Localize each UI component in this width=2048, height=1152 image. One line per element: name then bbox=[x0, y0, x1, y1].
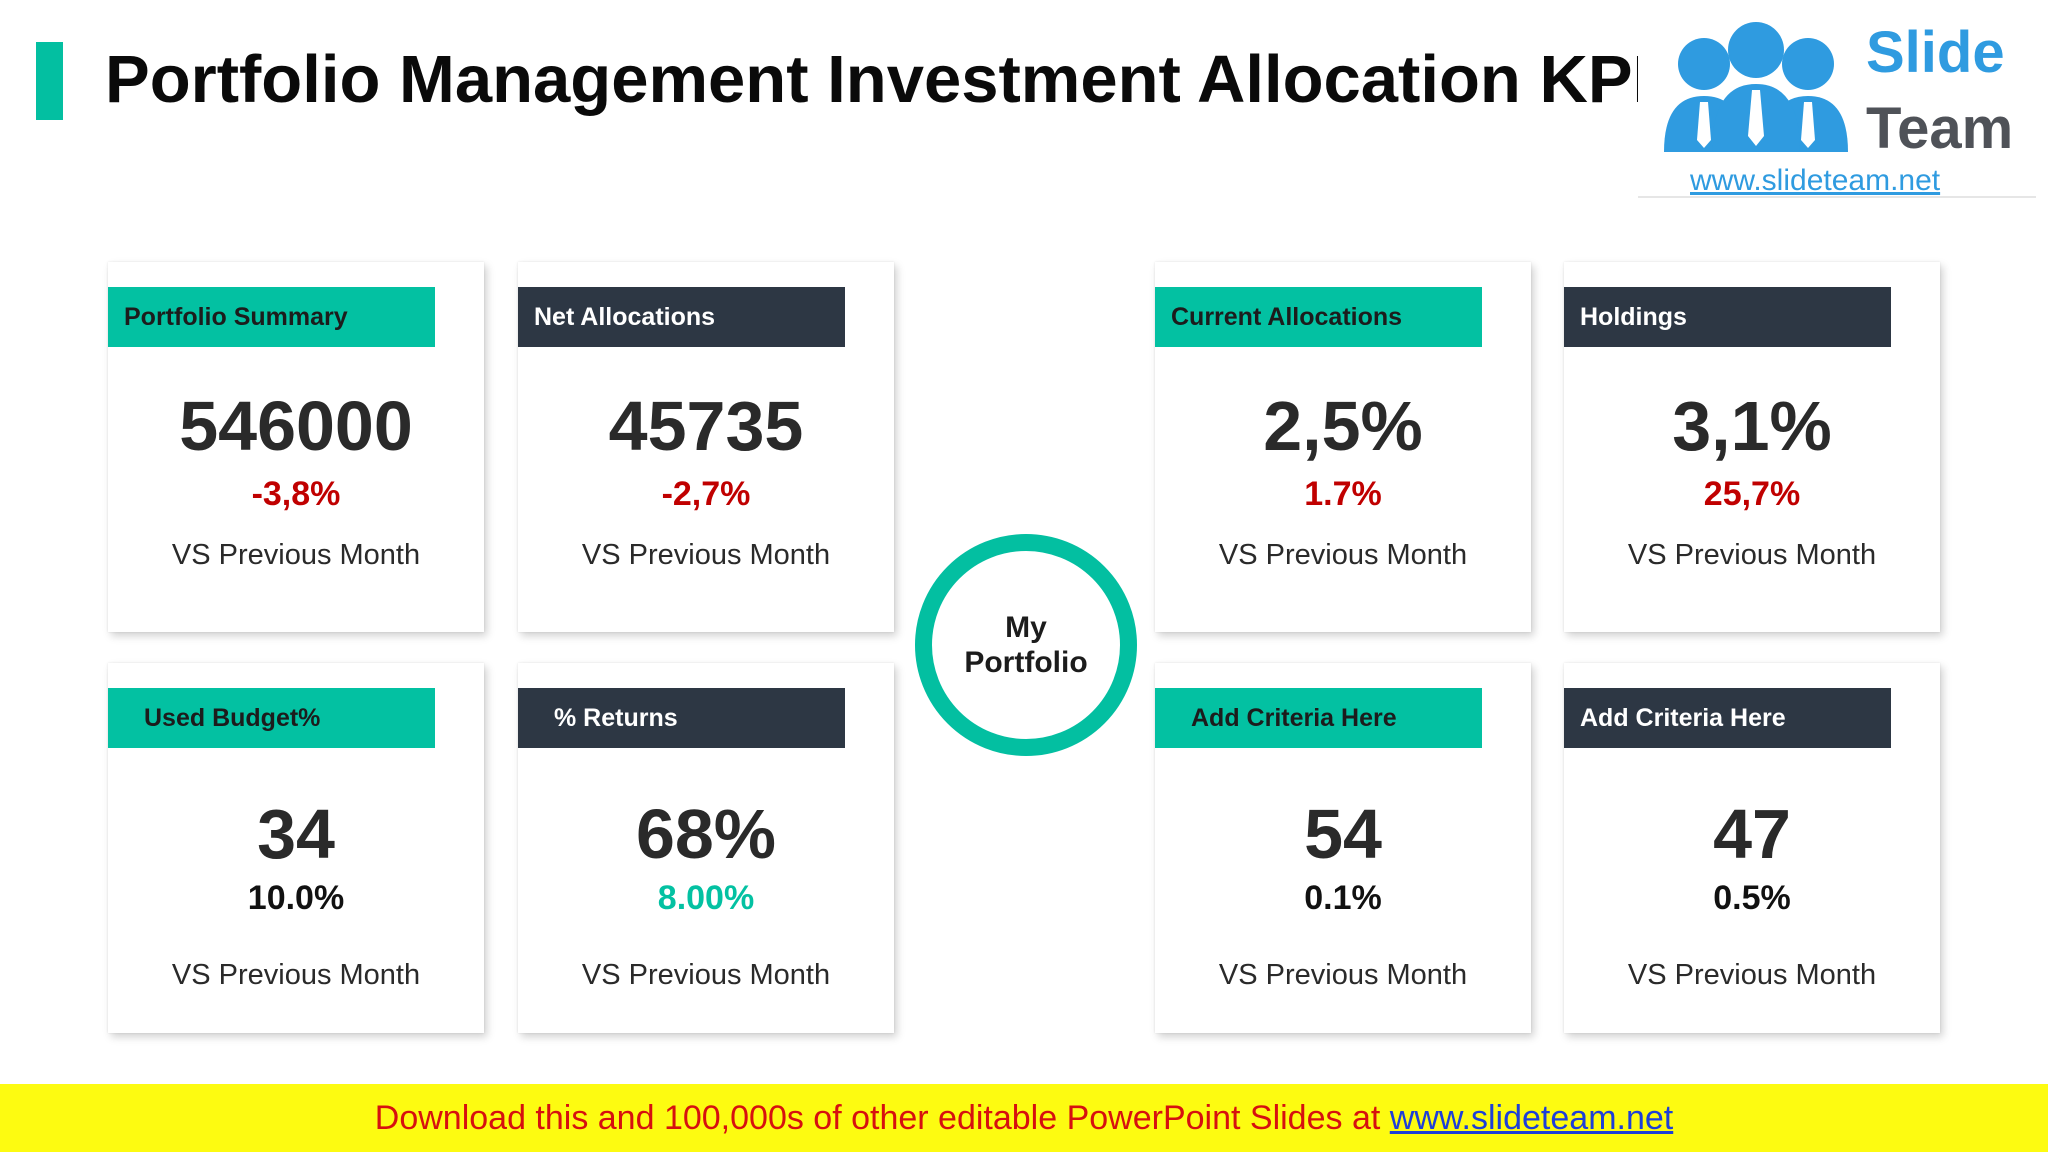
kpi-value: 3,1% bbox=[1672, 387, 1832, 465]
title-accent-bar bbox=[36, 42, 63, 120]
kpi-change: 1.7% bbox=[1304, 475, 1382, 513]
kpi-label: VS Previous Month bbox=[1218, 959, 1468, 991]
kpi-card-criteria-2: Add Criteria Here 47 0.5% VS Previous Mo… bbox=[1564, 663, 1940, 1033]
kpi-card-net-allocations: Net Allocations 45735 -2,7% VS Previous … bbox=[518, 262, 894, 632]
card-header: Holdings bbox=[1564, 287, 1891, 347]
page-title: Portfolio Management Investment Allocati… bbox=[105, 42, 1689, 117]
logo-word-team: Team bbox=[1866, 96, 2014, 161]
banner-text: Download this and 100,000s of other edit… bbox=[374, 1099, 1390, 1137]
kpi-change: 8.00% bbox=[657, 879, 755, 917]
kpi-change: -2,7% bbox=[661, 475, 751, 513]
card-header: Used Budget% bbox=[108, 688, 435, 748]
kpi-value: 47 bbox=[1713, 795, 1791, 873]
ring-label-line2: Portfolio bbox=[964, 646, 1088, 679]
kpi-value: 68% bbox=[635, 795, 777, 873]
card-header: Current Allocations bbox=[1155, 287, 1482, 347]
kpi-label: VS Previous Month bbox=[1218, 539, 1468, 571]
card-header: Add Criteria Here bbox=[1155, 688, 1482, 748]
kpi-card-portfolio-summary: Portfolio Summary 546000 -3,8% VS Previo… bbox=[108, 262, 484, 632]
kpi-change: 10.0% bbox=[247, 879, 345, 917]
kpi-change: 0.1% bbox=[1304, 879, 1382, 917]
kpi-card-criteria-1: Add Criteria Here 54 0.1% VS Previous Mo… bbox=[1155, 663, 1531, 1033]
kpi-value: 45735 bbox=[608, 387, 804, 465]
ring-label: My Portfolio bbox=[956, 610, 1096, 680]
kpi-value: 546000 bbox=[179, 387, 413, 465]
kpi-label: VS Previous Month bbox=[171, 959, 421, 991]
my-portfolio-ring: My Portfolio bbox=[915, 534, 1137, 756]
ring-label-line1: My bbox=[1005, 611, 1047, 644]
kpi-value: 54 bbox=[1304, 795, 1382, 873]
kpi-card-holdings: Holdings 3,1% 25,7% VS Previous Month bbox=[1564, 262, 1940, 632]
card-header: % Returns bbox=[518, 688, 845, 748]
card-header: Add Criteria Here bbox=[1564, 688, 1891, 748]
logo-word-slide: Slide bbox=[1866, 20, 2005, 85]
kpi-change: 0.5% bbox=[1713, 879, 1791, 917]
slideteam-logo[interactable]: Slide Team www.slideteam.net bbox=[1638, 0, 2036, 198]
kpi-value: 34 bbox=[257, 795, 335, 873]
kpi-change: 25,7% bbox=[1703, 475, 1801, 513]
kpi-change: -3,8% bbox=[251, 475, 341, 513]
kpi-card-used-budget: Used Budget% 34 10.0% VS Previous Month bbox=[108, 663, 484, 1033]
card-header: Net Allocations bbox=[518, 287, 845, 347]
kpi-label: VS Previous Month bbox=[1627, 539, 1877, 571]
people-icon bbox=[1664, 22, 1848, 152]
download-banner: Download this and 100,000s of other edit… bbox=[0, 1084, 2048, 1152]
kpi-card-returns: % Returns 68% 8.00% VS Previous Month bbox=[518, 663, 894, 1033]
banner-link[interactable]: www.slideteam.net bbox=[1389, 1099, 1674, 1137]
kpi-value: 2,5% bbox=[1263, 387, 1423, 465]
kpi-card-current-allocations: Current Allocations 2,5% 1.7% VS Previou… bbox=[1155, 262, 1531, 632]
kpi-label: VS Previous Month bbox=[1627, 959, 1877, 991]
kpi-label: VS Previous Month bbox=[581, 539, 831, 571]
logo-url-link[interactable]: www.slideteam.net bbox=[1690, 164, 1941, 197]
card-header: Portfolio Summary bbox=[108, 287, 435, 347]
kpi-label: VS Previous Month bbox=[581, 959, 831, 991]
kpi-label: VS Previous Month bbox=[171, 539, 421, 571]
